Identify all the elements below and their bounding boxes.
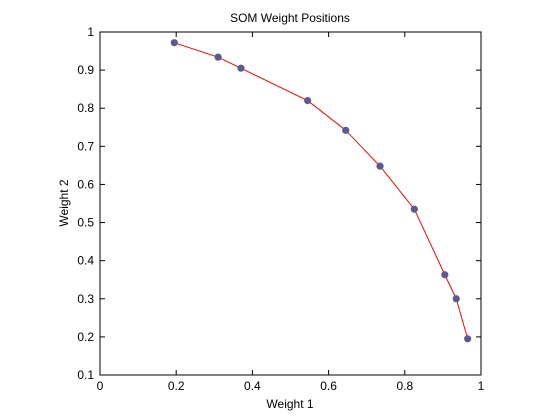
data-point <box>464 335 472 343</box>
y-tick-label: 0.3 <box>77 292 94 306</box>
y-ticks: 0.1 0.2 0.3 0.4 0.5 0.6 0.7 0.8 0.9 1 <box>77 25 481 382</box>
series-layer <box>170 39 472 343</box>
y-tick-label: 0.7 <box>77 139 94 153</box>
x-ticks: 0 0.2 0.4 0.6 0.8 1 <box>97 32 485 393</box>
y-tick-label: 0.5 <box>77 216 94 230</box>
x-tick-label: 0.8 <box>396 379 413 393</box>
y-tick-label: 0.8 <box>77 101 94 115</box>
series-line <box>174 42 469 339</box>
x-tick-label: 0.4 <box>244 379 261 393</box>
data-point <box>410 205 418 213</box>
data-point <box>170 39 178 47</box>
y-tick-label: 0.1 <box>77 368 94 382</box>
x-tick-label: 0.6 <box>320 379 337 393</box>
data-point <box>452 295 460 303</box>
y-tick-label: 1 <box>87 25 94 39</box>
plot-area <box>99 31 482 376</box>
data-point <box>214 53 222 61</box>
data-point <box>304 97 312 105</box>
data-point <box>376 162 384 170</box>
data-point <box>342 126 350 134</box>
y-tick-label: 0.9 <box>77 63 94 77</box>
x-axis-label: Weight 1 <box>266 397 313 411</box>
data-point <box>237 64 245 72</box>
y-tick-label: 0.4 <box>77 254 94 268</box>
x-tick-label: 0 <box>97 379 104 393</box>
data-point <box>441 271 449 279</box>
y-axis-label: Weight 2 <box>57 179 71 226</box>
x-tick-label: 0.2 <box>168 379 185 393</box>
chart-title: SOM Weight Positions <box>230 11 350 25</box>
y-tick-label: 0.6 <box>77 177 94 191</box>
x-tick-label: 1 <box>478 379 485 393</box>
y-tick-label: 0.2 <box>77 330 94 344</box>
